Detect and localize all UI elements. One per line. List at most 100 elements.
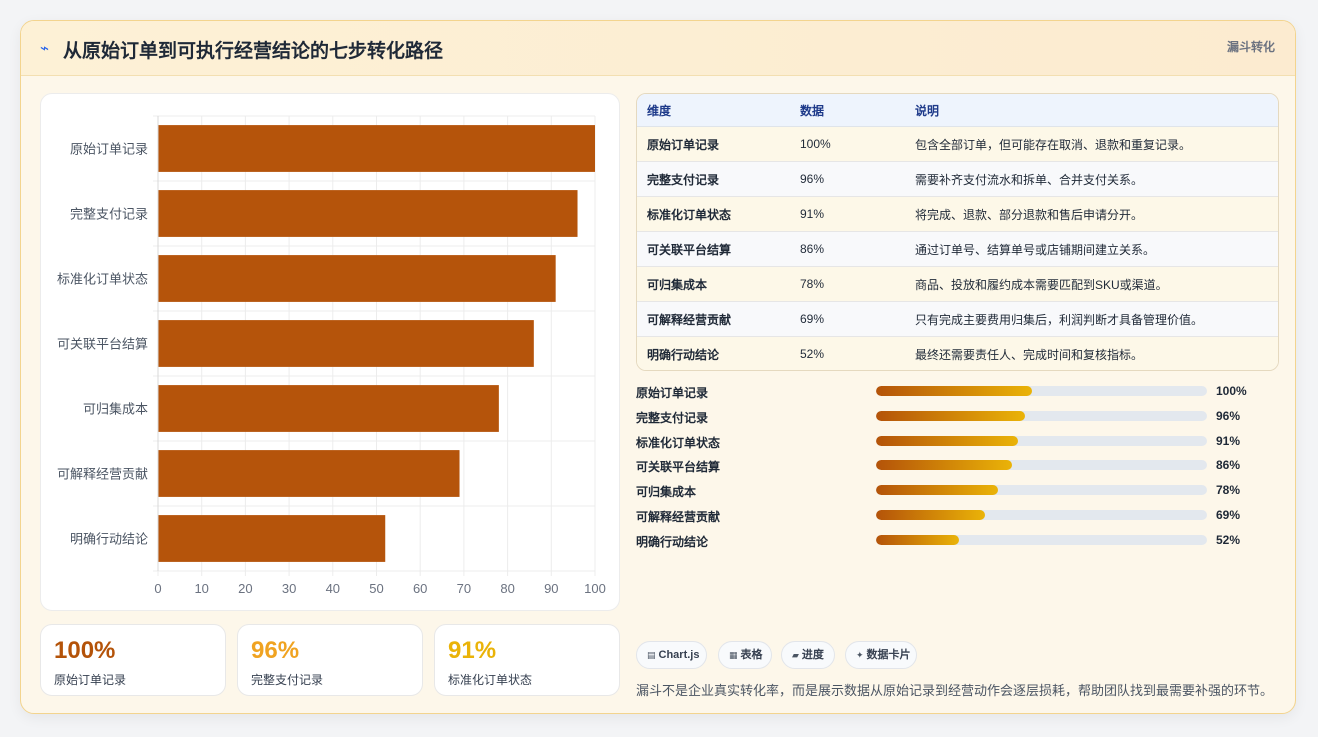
progress-label: 可归集成本 <box>636 483 696 500</box>
progress-row: 明确行动结论 52% <box>636 530 1279 555</box>
cell-description: 包含全部订单，但可能存在取消、退款和重复记录。 <box>905 127 1278 162</box>
table-row: 可解释经营贡献 69% 只有完成主要费用归集后，利润判断才具备管理价值。 <box>637 302 1278 337</box>
x-tick-label: 80 <box>500 581 514 596</box>
cell-description: 将完成、退款、部分退款和售后申请分开。 <box>905 197 1278 232</box>
cell-description: 最终还需要责任人、完成时间和复核指标。 <box>905 337 1278 372</box>
progress-fill <box>876 510 985 520</box>
x-tick-label: 20 <box>238 581 252 596</box>
progress-icon: ▰ <box>792 650 799 660</box>
cell-dimension: 可关联平台结算 <box>637 232 790 267</box>
page-title: 从原始订单到可执行经营结论的七步转化路径 <box>63 36 443 63</box>
y-tick-label: 标准化订单状态 <box>57 272 148 287</box>
bar <box>159 385 499 432</box>
funnel-tag: 漏斗转化 <box>1227 38 1275 55</box>
bar <box>159 125 596 172</box>
data-table: 维度 数据 说明 原始订单记录 100% 包含全部订单，但可能存在取消、退款和重… <box>636 93 1279 371</box>
progress-value: 91% <box>1216 434 1240 448</box>
progress-list: 原始订单记录 100% 完整支付记录 96% 标准化订单状态 91% 可关联平台… <box>636 381 1279 555</box>
cell-dimension: 明确行动结论 <box>637 337 790 372</box>
progress-value: 78% <box>1216 483 1240 497</box>
x-tick-label: 50 <box>369 581 383 596</box>
stat-value: 91% <box>448 637 496 665</box>
bar <box>159 450 460 497</box>
cell-description: 通过订单号、结算单号或店铺期间建立关系。 <box>905 232 1278 267</box>
progress-row: 原始订单记录 100% <box>636 381 1279 406</box>
bar <box>159 190 578 237</box>
progress-fill <box>876 460 1012 470</box>
cell-value: 78% <box>790 267 905 302</box>
cell-value: 100% <box>790 127 905 162</box>
x-tick-label: 60 <box>413 581 427 596</box>
y-tick-label: 可归集成本 <box>83 402 148 417</box>
cell-dimension: 标准化订单状态 <box>637 197 790 232</box>
stat-value: 100% <box>54 637 115 665</box>
progress-value: 69% <box>1216 508 1240 522</box>
chip-label: 进度 <box>802 649 824 661</box>
chip-chartjs[interactable]: ▤ Chart.js <box>636 641 707 669</box>
table-header-row: 维度 数据 说明 <box>637 94 1278 127</box>
table-row: 原始订单记录 100% 包含全部订单，但可能存在取消、退款和重复记录。 <box>637 127 1278 162</box>
progress-fill <box>876 386 1032 396</box>
y-tick-label: 明确行动结论 <box>70 532 148 547</box>
chip-progress[interactable]: ▰ 进度 <box>781 641 835 669</box>
stat-card-3: 91% 标准化订单状态 <box>434 624 620 696</box>
stat-card-1: 100% 原始订单记录 <box>40 624 226 696</box>
chip-table[interactable]: ▦ 表格 <box>718 641 772 669</box>
lightning-icon: ⌁ <box>40 39 49 57</box>
cell-dimension: 可归集成本 <box>637 267 790 302</box>
x-tick-label: 100 <box>584 581 606 596</box>
chip-label: 表格 <box>741 649 763 661</box>
x-tick-label: 0 <box>154 581 161 596</box>
chip-data-cards[interactable]: ✦ 数据卡片 <box>845 641 917 669</box>
stat-label: 完整支付记录 <box>251 671 323 688</box>
progress-label: 完整支付记录 <box>636 409 708 426</box>
stat-label: 标准化订单状态 <box>448 671 532 688</box>
progress-track <box>876 386 1207 396</box>
progress-row: 标准化订单状态 91% <box>636 431 1279 456</box>
cell-dimension: 原始订单记录 <box>637 127 790 162</box>
stat-value: 96% <box>251 637 299 665</box>
cell-description: 商品、投放和履约成本需要匹配到SKU或渠道。 <box>905 267 1278 302</box>
cell-value: 86% <box>790 232 905 267</box>
progress-label: 可关联平台结算 <box>636 458 720 475</box>
column-header: 数据 <box>790 94 905 127</box>
table-icon: ▦ <box>729 650 738 660</box>
y-tick-label: 可关联平台结算 <box>57 337 148 352</box>
progress-fill <box>876 485 998 495</box>
x-tick-label: 30 <box>282 581 296 596</box>
footer-note: 漏斗不是企业真实转化率，而是展示数据从原始记录到经营动作会逐层损耗，帮助团队找到… <box>636 680 1273 699</box>
progress-value: 100% <box>1216 384 1247 398</box>
x-tick-label: 40 <box>326 581 340 596</box>
cell-value: 69% <box>790 302 905 337</box>
progress-track <box>876 510 1207 520</box>
chip-label: Chart.js <box>659 649 700 661</box>
cell-description: 只有完成主要费用归集后，利润判断才具备管理价值。 <box>905 302 1278 337</box>
table-row: 标准化订单状态 91% 将完成、退款、部分退款和售后申请分开。 <box>637 197 1278 232</box>
cell-value: 96% <box>790 162 905 197</box>
progress-track <box>876 460 1207 470</box>
card-header: ⌁ 从原始订单到可执行经营结论的七步转化路径 漏斗转化 <box>21 21 1295 76</box>
table-row: 完整支付记录 96% 需要补齐支付流水和拆单、合并支付关系。 <box>637 162 1278 197</box>
funnel-bar-chart: 0 10 20 30 40 50 60 70 80 90 100 原始订单记录 完整支付记录 标准化订单状… <box>40 93 620 611</box>
table-row: 可关联平台结算 86% 通过订单号、结算单号或店铺期间建立关系。 <box>637 232 1278 267</box>
x-tick-label: 90 <box>544 581 558 596</box>
progress-value: 52% <box>1216 533 1240 547</box>
progress-track <box>876 436 1207 446</box>
column-header: 说明 <box>905 94 1278 127</box>
chip-label: 数据卡片 <box>867 649 911 661</box>
stat-card-2: 96% 完整支付记录 <box>237 624 423 696</box>
progress-row: 可归集成本 78% <box>636 480 1279 505</box>
table-row: 可归集成本 78% 商品、投放和履约成本需要匹配到SKU或渠道。 <box>637 267 1278 302</box>
progress-fill <box>876 411 1025 421</box>
progress-fill <box>876 535 959 545</box>
cell-value: 52% <box>790 337 905 372</box>
table-row: 明确行动结论 52% 最终还需要责任人、完成时间和复核指标。 <box>637 337 1278 372</box>
cell-description: 需要补齐支付流水和拆单、合并支付关系。 <box>905 162 1278 197</box>
progress-value: 96% <box>1216 409 1240 423</box>
bar <box>159 255 556 302</box>
stat-label: 原始订单记录 <box>54 671 126 688</box>
progress-track <box>876 485 1207 495</box>
progress-row: 可关联平台结算 86% <box>636 455 1279 480</box>
cell-dimension: 可解释经营贡献 <box>637 302 790 337</box>
progress-label: 标准化订单状态 <box>636 434 720 451</box>
